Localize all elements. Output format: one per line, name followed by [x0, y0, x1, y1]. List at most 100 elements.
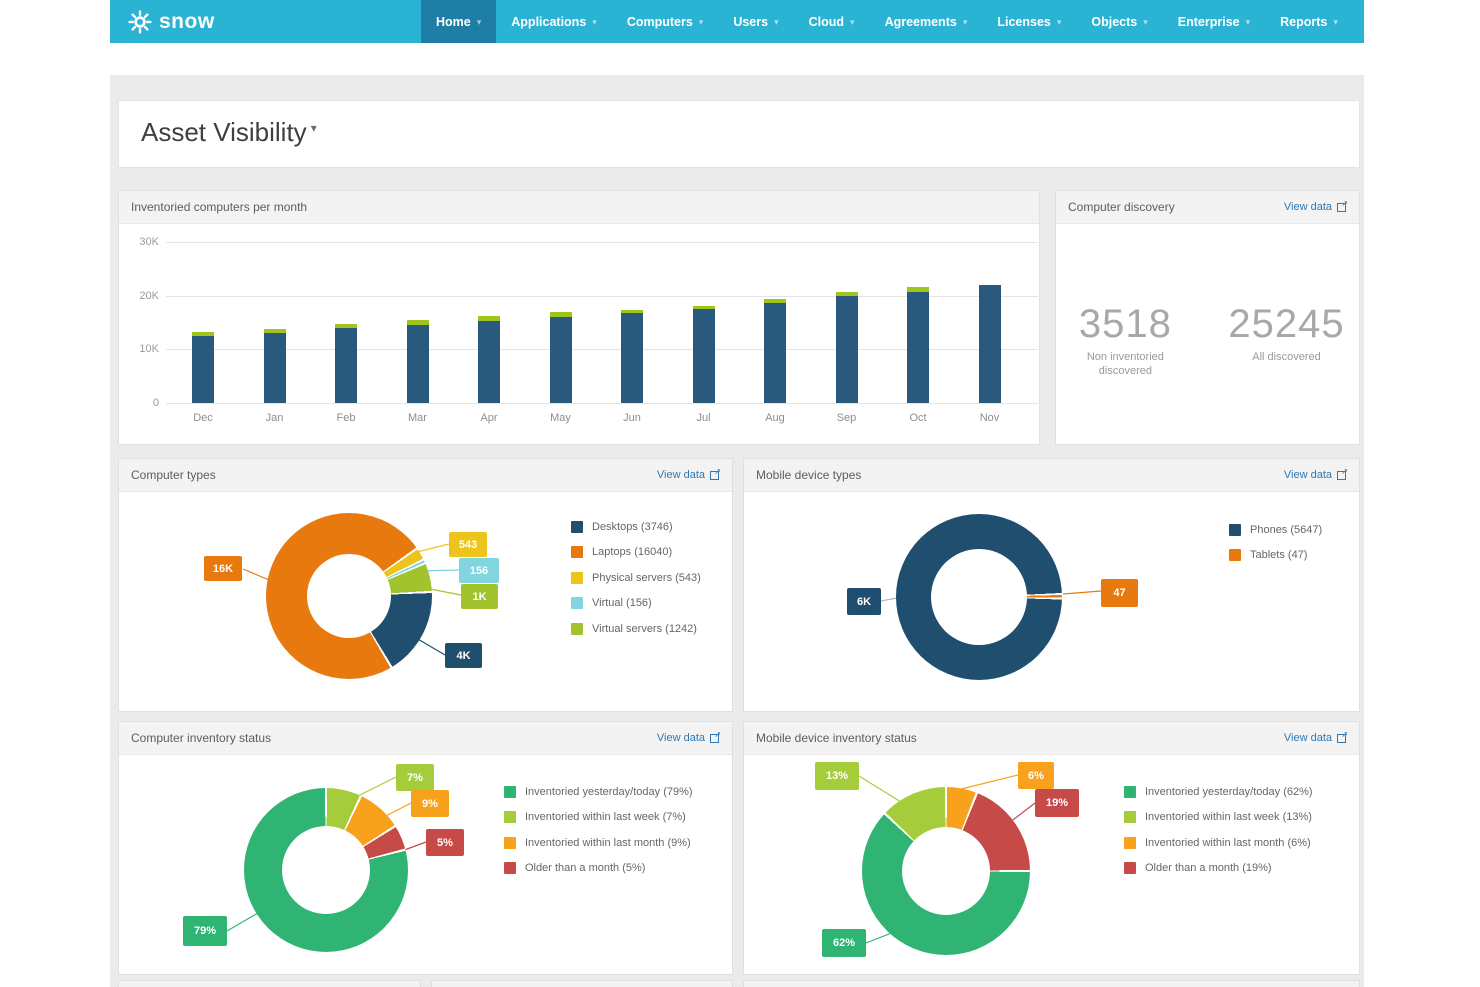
- view-data-label: View data: [1283, 201, 1332, 213]
- page-title: Asset Visibility: [141, 117, 307, 147]
- callout-label: 156: [459, 558, 499, 583]
- chevron-down-icon: ▾: [310, 121, 317, 135]
- legend-swatch: [1124, 811, 1136, 823]
- legend-swatch: [571, 546, 583, 558]
- view-data-label: View data: [1283, 469, 1332, 481]
- nav-item-label: Objects: [1091, 14, 1138, 29]
- callout-label: 13%: [815, 762, 859, 790]
- callout-label: 9%: [411, 790, 449, 817]
- discovery-stats: 3518 Non inventoried discovered 25245 All d…: [1056, 224, 1359, 444]
- legend-label: Virtual (156): [592, 597, 652, 609]
- bar-apr: [478, 316, 500, 403]
- stat-label: Non inventoried discovered: [1086, 351, 1164, 377]
- stat-value: 3518: [1078, 302, 1172, 346]
- partial-panel-right: [743, 980, 1360, 987]
- partial-panel-middle: [431, 980, 733, 987]
- nav-item-agreements[interactable]: Agreements ▾: [870, 0, 983, 43]
- x-axis-tick: May: [550, 412, 571, 424]
- legend-swatch: [1229, 523, 1241, 536]
- snow-logo[interactable]: snow: [110, 0, 421, 43]
- panel-header: Computer types View data: [119, 459, 732, 492]
- chevron-down-icon: ▾: [1143, 16, 1148, 27]
- nav-item-enterprise[interactable]: Enterprise ▾: [1163, 0, 1265, 43]
- nav-item-label: Home: [436, 14, 471, 29]
- bar-segment-blue: [549, 316, 572, 403]
- view-data-link[interactable]: View data: [657, 468, 721, 481]
- nav-item-users[interactable]: Users ▾: [718, 0, 793, 43]
- view-data-label: View data: [656, 732, 705, 744]
- external-link-icon: [1337, 200, 1348, 212]
- y-axis-tick: 0: [152, 397, 159, 409]
- page-title-dropdown[interactable]: Asset Visibility ▾: [141, 117, 317, 148]
- y-axis-tick: 30K: [139, 236, 159, 248]
- nav-item-label: Applications: [511, 14, 587, 29]
- view-data-link[interactable]: View data: [1283, 200, 1348, 213]
- bar-segment-green: [263, 328, 286, 333]
- dashboard-content: Asset Visibility ▾ Inventoried computers …: [110, 75, 1364, 987]
- legend-label: Inventoried yesterday/today (62%): [1145, 785, 1313, 798]
- bar-segment-green: [192, 332, 214, 337]
- bar-segment-blue: [406, 324, 429, 403]
- panel-header: Computer discovery View data: [1056, 191, 1359, 224]
- view-data-link[interactable]: View data: [1284, 731, 1348, 744]
- panel-header: Mobile device types View data: [744, 459, 1359, 492]
- bar-segment-blue: [621, 312, 643, 403]
- legend-swatch: [504, 836, 516, 849]
- bar-segment-green: [621, 310, 643, 313]
- legend-swatch: [1124, 785, 1136, 798]
- legend-swatch: [1124, 836, 1136, 849]
- bar-jan: [263, 328, 286, 403]
- legend-item: Laptops (16040): [571, 546, 701, 559]
- bar-oct: [907, 286, 929, 403]
- bar-segment-green: [406, 320, 429, 325]
- gridline: [166, 295, 1038, 297]
- legend-label: Older than a month (5%): [525, 862, 646, 874]
- panel-title: Inventoried computers per month: [131, 200, 308, 214]
- nav-item-objects[interactable]: Objects ▾: [1076, 0, 1162, 43]
- legend-item: Virtual servers (1242): [571, 622, 701, 635]
- nav-item-licenses[interactable]: Licenses ▾: [982, 0, 1076, 43]
- bar-segment-green: [549, 312, 572, 317]
- legend-item: Inventoried yesterday/today (79%): [504, 785, 693, 798]
- legend-label: Tablets (47): [1250, 549, 1308, 561]
- external-link-icon: [1337, 731, 1348, 743]
- legend-item: Inventoried within last month (6%): [1124, 836, 1313, 849]
- mobile-status-donut: [862, 787, 1030, 955]
- legend-swatch: [504, 785, 516, 798]
- view-data-link[interactable]: View data: [1283, 468, 1348, 481]
- nav-item-applications[interactable]: Applications ▾: [496, 0, 612, 43]
- chevron-down-icon: ▾: [592, 16, 597, 27]
- legend-item: Older than a month (5%): [504, 862, 693, 875]
- external-link-icon: [710, 731, 721, 743]
- x-axis-tick: Apr: [480, 412, 498, 424]
- chevron-down-icon: ▾: [962, 16, 968, 27]
- nav-item-label: Reports: [1280, 14, 1328, 29]
- panel-mobile-inventory-status: Mobile device inventory status View data…: [743, 721, 1360, 975]
- legend-item: Inventoried within last week (13%): [1124, 811, 1313, 824]
- computer-types-donut: [266, 513, 432, 679]
- nav-item-computers[interactable]: Computers ▾: [612, 0, 719, 43]
- legend-item: Inventoried yesterday/today (62%): [1124, 785, 1313, 798]
- computer-status-donut: [244, 788, 408, 952]
- panel-inventoried-computers: Inventoried computers per month 0 10K 20K 3…: [118, 190, 1040, 445]
- stat-label: All discovered: [1252, 351, 1321, 363]
- nav-item-label: Agreements: [884, 14, 957, 29]
- bar-segment-green: [835, 292, 858, 297]
- nav-item-home[interactable]: Home ▾: [421, 0, 497, 43]
- nav-item-label: Users: [733, 14, 769, 29]
- top-navbar: snow Home ▾ Applications ▾ Computers ▾ Users ▾ C…: [110, 0, 1364, 43]
- donut-hole: [902, 827, 990, 915]
- page-title-card: Asset Visibility ▾: [118, 100, 1360, 168]
- view-data-link[interactable]: View data: [656, 731, 721, 744]
- nav-item-reports[interactable]: Reports ▾: [1265, 0, 1353, 43]
- callout-label: 19%: [1035, 789, 1079, 817]
- legend-label: Physical servers (543): [592, 571, 701, 584]
- callout-label: 47: [1101, 579, 1138, 607]
- legend-swatch: [571, 520, 583, 533]
- gridline: [166, 242, 1038, 243]
- nav-item-cloud[interactable]: Cloud ▾: [794, 0, 870, 43]
- callout-label: 6%: [1018, 762, 1054, 789]
- bar-nov: [978, 284, 1001, 403]
